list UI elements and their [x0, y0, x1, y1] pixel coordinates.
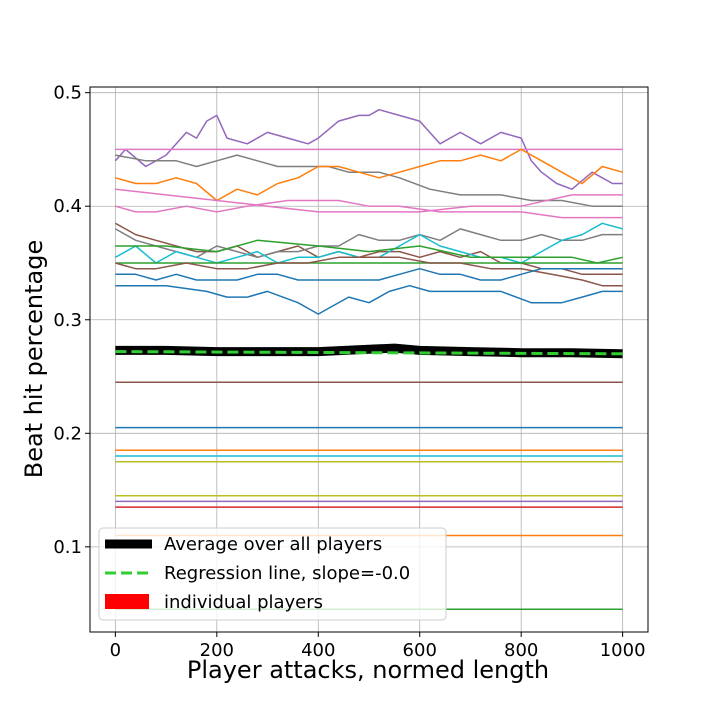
y-tick-label: 0.1 [53, 537, 82, 558]
y-tick-label: 0.5 [53, 83, 82, 104]
x-tick-label: 200 [200, 640, 234, 661]
legend-swatch-players [105, 594, 149, 609]
legend-label-1: Regression line, slope=-0.0 [164, 563, 410, 584]
regression-line [115, 350, 623, 356]
legend-box [98, 527, 447, 621]
average-series [115, 343, 623, 359]
y-tick-label: 0.4 [53, 196, 82, 217]
player-series-line-11 [115, 256, 623, 287]
player-series-line-3 [115, 148, 623, 202]
player-series-line-13 [115, 284, 623, 315]
x-tick-label: 0 [110, 640, 121, 661]
y-axis-label: Beat hit percentage [20, 240, 48, 479]
plot-frame [89, 86, 649, 633]
player-series-line-9 [115, 239, 623, 264]
legend-label-0: Average over all players [164, 534, 382, 555]
x-axis-ticks: 0 200 400 600 800 1000 [110, 632, 646, 661]
x-tick-label: 800 [504, 640, 538, 661]
y-tick-label: 0.2 [53, 423, 82, 444]
average-line [115, 343, 623, 359]
player-series [114, 108, 623, 611]
y-tick-label: 0.3 [53, 310, 82, 331]
x-tick-label: 600 [403, 640, 437, 661]
legend-label-2: individual players [164, 592, 323, 613]
player-series-line-2 [115, 154, 623, 207]
player-series-line-4 [115, 188, 623, 213]
player-series-line-7 [115, 228, 623, 259]
x-axis-label: Player attacks, normed length [187, 656, 549, 684]
player-series-line-12 [115, 267, 623, 281]
player-series-line-5 [115, 199, 623, 219]
player-series-line-0 [114, 108, 623, 190]
player-series-line-6 [115, 222, 623, 276]
x-tick-label: 1000 [600, 640, 646, 661]
x-tick-label: 400 [301, 640, 335, 661]
y-axis-ticks: 0.1 0.2 0.3 0.4 0.5 [53, 83, 90, 558]
legend: Average over all players Regression line,… [98, 527, 447, 621]
